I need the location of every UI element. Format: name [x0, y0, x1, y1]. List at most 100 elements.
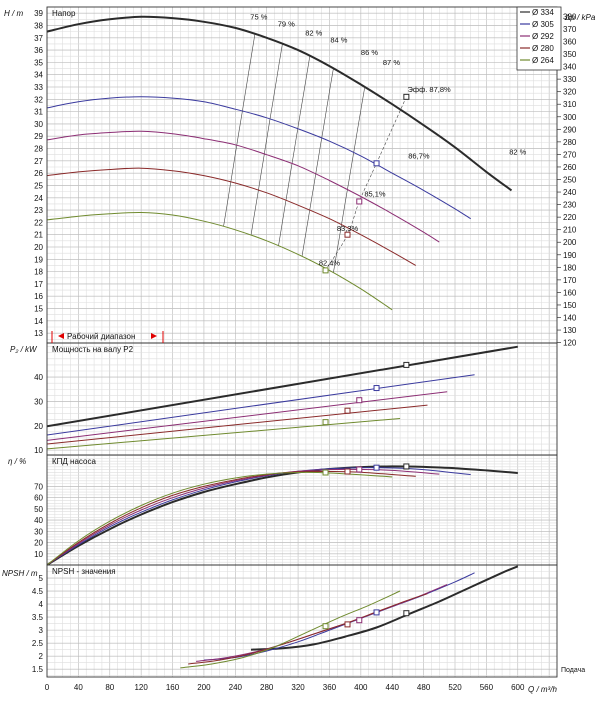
bep-marker: [374, 161, 379, 166]
y2-tick-label: 350: [563, 50, 577, 59]
y2-tick-label: 170: [563, 276, 577, 285]
y-tick-label: 40: [34, 516, 43, 525]
annotations: 75 %79 %82 %84 %86 %87 %Эфф. 87,8%82 %86…: [250, 12, 526, 267]
bep-marker: [323, 420, 328, 425]
y2-tick-label: 320: [563, 88, 577, 97]
bep-marker: [404, 94, 409, 99]
y2-tick-label: 310: [563, 100, 577, 109]
legend-label: Ø 292: [532, 32, 554, 41]
panel-frame: [47, 7, 557, 343]
y-tick-label: 35: [34, 58, 43, 67]
y2-tick-label: 290: [563, 125, 577, 134]
x-tick-label: 200: [197, 683, 211, 692]
y-tick-label: 10: [34, 446, 43, 455]
y-tick-label: 33: [34, 83, 43, 92]
efficiency-label: 82 %: [509, 148, 526, 157]
y-tick-label: 60: [34, 494, 43, 503]
head-axis-label: H / m: [4, 9, 23, 18]
y-tick-label: 27: [34, 157, 43, 166]
x-tick-label: 600: [511, 683, 525, 692]
y2-tick-label: 260: [563, 163, 577, 172]
power-axis-label: P₂ / kW: [10, 345, 38, 354]
y-tick-label: 29: [34, 132, 43, 141]
operating-range-label: Рабочий диапазон: [67, 332, 135, 341]
y-tick-label: 17: [34, 280, 43, 289]
legend-label: Ø 264: [532, 56, 554, 65]
y-tick-label: 31: [34, 108, 43, 117]
y-tick-label: 2: [39, 652, 44, 661]
y2-tick-label: 240: [563, 188, 577, 197]
y-tick-label: 20: [34, 243, 43, 252]
head-panel-title: Напор: [52, 9, 76, 18]
y2-tick-label: 160: [563, 288, 577, 297]
y-tick-label: 36: [34, 46, 43, 55]
y-tick-label: 30: [34, 397, 43, 406]
bep-marker: [323, 624, 328, 629]
panel-series-group: [47, 17, 512, 310]
y2-tick-label: 140: [563, 314, 577, 323]
y2-tick-label: 300: [563, 113, 577, 122]
legend: Ø 334Ø 305Ø 292Ø 280Ø 264: [517, 7, 561, 70]
x-tick-label: 400: [354, 683, 368, 692]
y-tick-label: 16: [34, 292, 43, 301]
y-tick-label: 15: [34, 305, 43, 314]
x-tick-label: 160: [166, 683, 180, 692]
panel-frames: [47, 7, 557, 677]
bep-markers: [323, 94, 409, 628]
efficiency-label: 75 %: [250, 12, 267, 21]
series-line: [47, 17, 512, 191]
y-tick-label: 3: [39, 626, 44, 635]
bep-marker: [374, 610, 379, 615]
y-tick-label: 1.5: [32, 665, 44, 674]
bep-marker: [323, 268, 328, 273]
x-tick-label: 360: [323, 683, 337, 692]
bep-marker: [404, 464, 409, 469]
legend-label: Ø 305: [532, 20, 554, 29]
y-tick-label: 10: [34, 550, 43, 559]
x-tick-label: 0: [45, 683, 50, 692]
y-tick-label: 22: [34, 218, 43, 227]
y-tick-label: 3.5: [32, 613, 44, 622]
y-tick-label: 23: [34, 206, 43, 215]
y-tick-label: 18: [34, 268, 43, 277]
y-tick-label: 13: [34, 329, 43, 338]
bep-marker: [345, 469, 350, 474]
y-tick-label: 20: [34, 539, 43, 548]
x-tick-label: 80: [105, 683, 114, 692]
y2-tick-label: 270: [563, 150, 577, 159]
bep-marker: [404, 362, 409, 367]
bep-line: [326, 97, 407, 271]
flow-axis-word: Подача: [561, 667, 585, 674]
y-tick-label: 21: [34, 231, 43, 240]
legend-label: Ø 334: [532, 8, 554, 17]
y2-tick-label: 360: [563, 37, 577, 46]
x-tick-label: 240: [229, 683, 243, 692]
iso-efficiency-line: [279, 56, 310, 246]
x-tick-label: 480: [417, 683, 431, 692]
x-tick-label: 320: [291, 683, 305, 692]
y-tick-label: 28: [34, 145, 43, 154]
bep-marker: [357, 618, 362, 623]
y-tick-label: 26: [34, 169, 43, 178]
operating-range: Рабочий диапазон: [52, 331, 163, 343]
efficiency-label: 79 %: [278, 20, 295, 29]
power-panel-title: Мощность на валу P2: [52, 345, 134, 354]
x-tick-label: 280: [260, 683, 274, 692]
y2-tick-label: 340: [563, 63, 577, 72]
y2-tick-label: 370: [563, 25, 577, 34]
x-tick-label: 560: [480, 683, 494, 692]
y2-tick-label: 120: [563, 339, 577, 348]
y-tick-label: 32: [34, 95, 43, 104]
efficiency-label: 85,1%: [364, 190, 386, 199]
y-tick-label: 2.5: [32, 639, 44, 648]
y-tick-label: 70: [34, 482, 43, 491]
y-tick-label: 39: [34, 9, 43, 18]
npsh-axis-label: NPSH / m: [2, 569, 38, 578]
y-tick-label: 40: [34, 373, 43, 382]
efficiency-panel-title: КПД насоса: [52, 457, 96, 466]
bep-marker: [345, 408, 350, 413]
bep-marker: [374, 386, 379, 391]
efficiency-label: 86 %: [361, 48, 378, 57]
y-tick-label: 34: [34, 71, 43, 80]
y2-tick-label: 280: [563, 138, 577, 147]
